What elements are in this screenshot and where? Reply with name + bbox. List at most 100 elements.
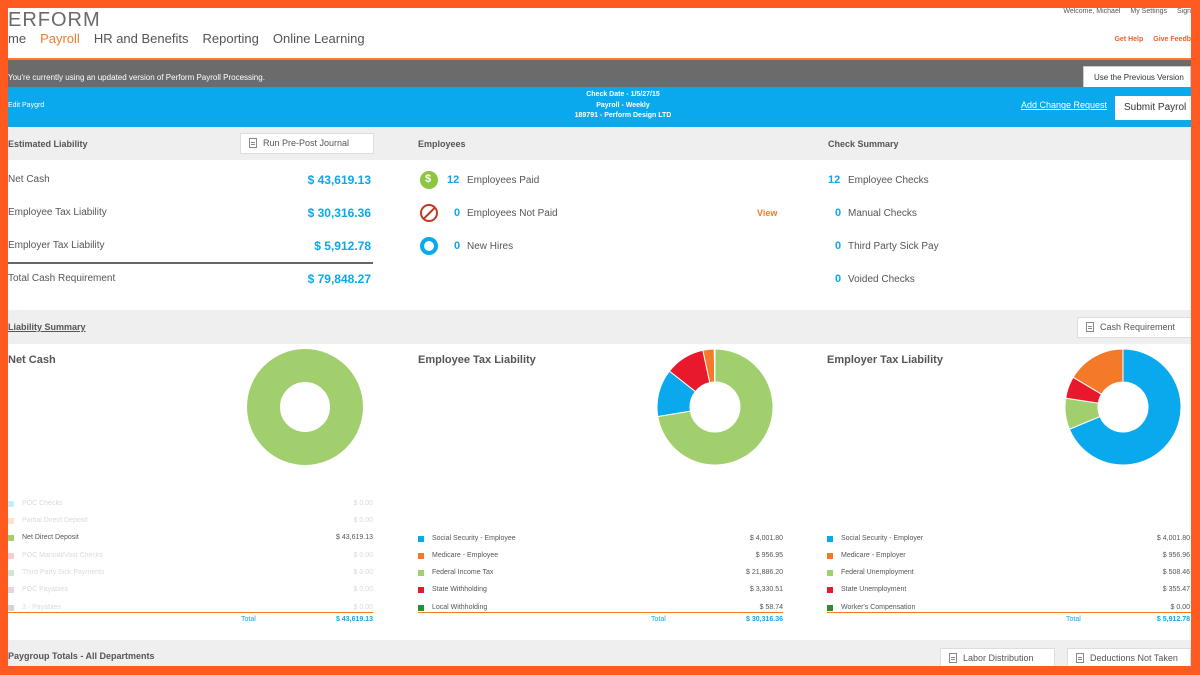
legend-swatch <box>827 587 833 593</box>
check-summary-title: Check Summary <box>828 139 899 149</box>
net-cash-chart-title: Net Cash <box>8 354 56 366</box>
dollar-icon: $ <box>420 171 438 189</box>
legend-swatch <box>8 535 14 541</box>
sign-out-link[interactable]: Sign <box>1176 8 1191 15</box>
employee-checks-count: 12 <box>828 174 841 186</box>
net-cash-amount: $ 43,619.13 <box>307 173 371 187</box>
legend-value: $ 355.47 <box>1162 586 1190 593</box>
legend-value: $ 0.00 <box>353 586 373 593</box>
get-help-link[interactable]: Get Help <box>1114 36 1144 43</box>
employer-tax-donut-chart <box>1064 348 1182 466</box>
net-cash-total-label: Total <box>241 616 256 623</box>
employees-title: Employees <box>418 139 466 149</box>
legend-item: Worker's Compensation $ 0.00 <box>827 604 1190 614</box>
legend-value: $ 4,001.80 <box>749 535 783 542</box>
my-settings-link[interactable]: My Settings <box>1130 8 1167 15</box>
legend-label: Worker's Compensation <box>841 604 916 611</box>
employer-tax-total-line <box>827 612 1191 613</box>
legend-item: Third Party Sick Payments $ 0.00 <box>8 569 373 579</box>
labor-distribution-label: Labor Distribution <box>963 653 1034 663</box>
logo: ERFORM <box>8 9 101 31</box>
legend-value: $ 58.74 <box>759 604 783 611</box>
liability-summary-header: Liability Summary Cash Requirement <box>8 310 1191 344</box>
prohibited-icon <box>420 204 438 222</box>
net-cash-label: Net Cash <box>8 174 50 185</box>
use-previous-version-button[interactable]: Use the Previous Version <box>1083 66 1191 88</box>
payroll-bar: Edit Paygrd Check Date - 1/5/27/15 Payro… <box>8 87 1191 127</box>
legend-swatch <box>8 605 14 611</box>
legend-label: Net Direct Deposit <box>22 534 79 541</box>
legend-item: POC Manual/Void Checks $ 0.00 <box>8 552 373 562</box>
legend-value: $ 956.95 <box>755 552 783 559</box>
labor-distribution-button[interactable]: Labor Distribution <box>940 648 1055 666</box>
legend-swatch <box>418 605 424 611</box>
voided-checks-count: 0 <box>835 273 842 285</box>
legend-label: Local Withholding <box>432 604 488 611</box>
legend-item: Social Security - Employer $ 4,001.80 <box>827 535 1190 545</box>
notice-message: You're currently using an updated versio… <box>8 73 265 82</box>
legend-label: Medicare - Employee <box>432 552 499 559</box>
employer-tax-total-value: $ 5,912.78 <box>1156 616 1190 623</box>
legend-item: Net Direct Deposit $ 43,619.13 <box>8 534 373 544</box>
legend-label: Social Security - Employer <box>841 535 924 542</box>
deductions-not-taken-button[interactable]: Deductions Not Taken <box>1067 648 1191 666</box>
document-icon <box>949 653 957 663</box>
legend-label: State Withholding <box>432 586 487 593</box>
run-pre-post-journal-button[interactable]: Run Pre-Post Journal <box>240 133 374 154</box>
legend-value: $ 0.00 <box>353 552 373 559</box>
legend-label: Partial Direct Deposit <box>22 517 88 524</box>
donut-slice <box>657 348 774 466</box>
nav-online-learning[interactable]: Online Learning <box>272 31 365 46</box>
employee-tax-chart-title: Employee Tax Liability <box>418 354 536 366</box>
employees-not-paid-count: 0 <box>454 207 461 219</box>
nav-payroll[interactable]: Payroll <box>40 31 80 46</box>
legend-label: Federal Income Tax <box>432 569 494 576</box>
legend-item: Medicare - Employer $ 956.96 <box>827 552 1190 562</box>
payroll-type: Payroll - Weekly <box>596 101 650 109</box>
employer-tax-chart-title: Employer Tax Liability <box>827 354 943 366</box>
legend-swatch <box>418 587 424 593</box>
employees-not-paid-label: Employees Not Paid <box>467 208 558 219</box>
manual-checks-count: 0 <box>835 207 842 219</box>
legend-item: Local Withholding $ 58.74 <box>418 604 783 614</box>
employee-tax-total-value: $ 30,316.36 <box>746 616 783 623</box>
net-cash-total-value: $ 43,619.13 <box>336 616 373 623</box>
edit-paygroup-link[interactable]: Edit Paygrd <box>8 102 45 109</box>
legend-value: $ 0.00 <box>353 569 373 576</box>
legend-value: $ 0.00 <box>1170 604 1190 611</box>
help-links: Get Help Give Feedb <box>1114 36 1191 43</box>
app-frame: ERFORM me Payroll HR and Benefits Report… <box>8 8 1191 666</box>
user-links: Welcome, Michael My Settings Sign <box>1063 8 1191 15</box>
view-not-paid-link[interactable]: View <box>757 208 778 218</box>
add-change-request-link[interactable]: Add Change Request <box>1020 100 1107 110</box>
legend-swatch <box>8 518 14 524</box>
give-feedback-link[interactable]: Give Feedb <box>1153 36 1191 43</box>
nav-hr-benefits[interactable]: HR and Benefits <box>93 31 189 46</box>
nav-reporting[interactable]: Reporting <box>202 31 259 46</box>
liability-summary-title[interactable]: Liability Summary <box>8 322 86 332</box>
net-cash-total-line <box>8 612 373 613</box>
legend-value: $ 508.46 <box>1162 569 1190 576</box>
employer-tax-total-label: Total <box>1066 616 1081 623</box>
cash-requirement-button[interactable]: Cash Requirement <box>1077 317 1191 338</box>
nav-home[interactable]: me <box>8 31 27 46</box>
legend-item: Federal Income Tax $ 21,886.20 <box>418 569 783 579</box>
submit-payroll-button[interactable]: Submit Payrol <box>1115 96 1191 120</box>
legend-item: Medicare - Employee $ 956.95 <box>418 552 783 562</box>
legend-item: Federal Unemployment $ 508.46 <box>827 569 1190 579</box>
employee-checks-label: Employee Checks <box>848 175 929 186</box>
document-icon <box>1086 322 1094 332</box>
new-hires-count: 0 <box>454 240 461 252</box>
legend-swatch <box>827 605 833 611</box>
legend-label: State Unemployment <box>841 586 907 593</box>
legend-swatch <box>827 536 833 542</box>
legend-swatch <box>827 570 833 576</box>
legend-label: Third Party Sick Payments <box>22 569 105 576</box>
legend-item: Social Security - Employee $ 4,001.80 <box>418 535 783 545</box>
manual-checks-label: Manual Checks <box>848 208 917 219</box>
main-nav: me Payroll HR and Benefits Reporting Onl… <box>8 31 379 46</box>
total-cash-requirement-amount: $ 79,848.27 <box>307 272 371 286</box>
legend-label: POC Payables <box>22 586 68 593</box>
legend-swatch <box>8 501 14 507</box>
legend-item: Partial Direct Deposit $ 0.00 <box>8 517 373 527</box>
